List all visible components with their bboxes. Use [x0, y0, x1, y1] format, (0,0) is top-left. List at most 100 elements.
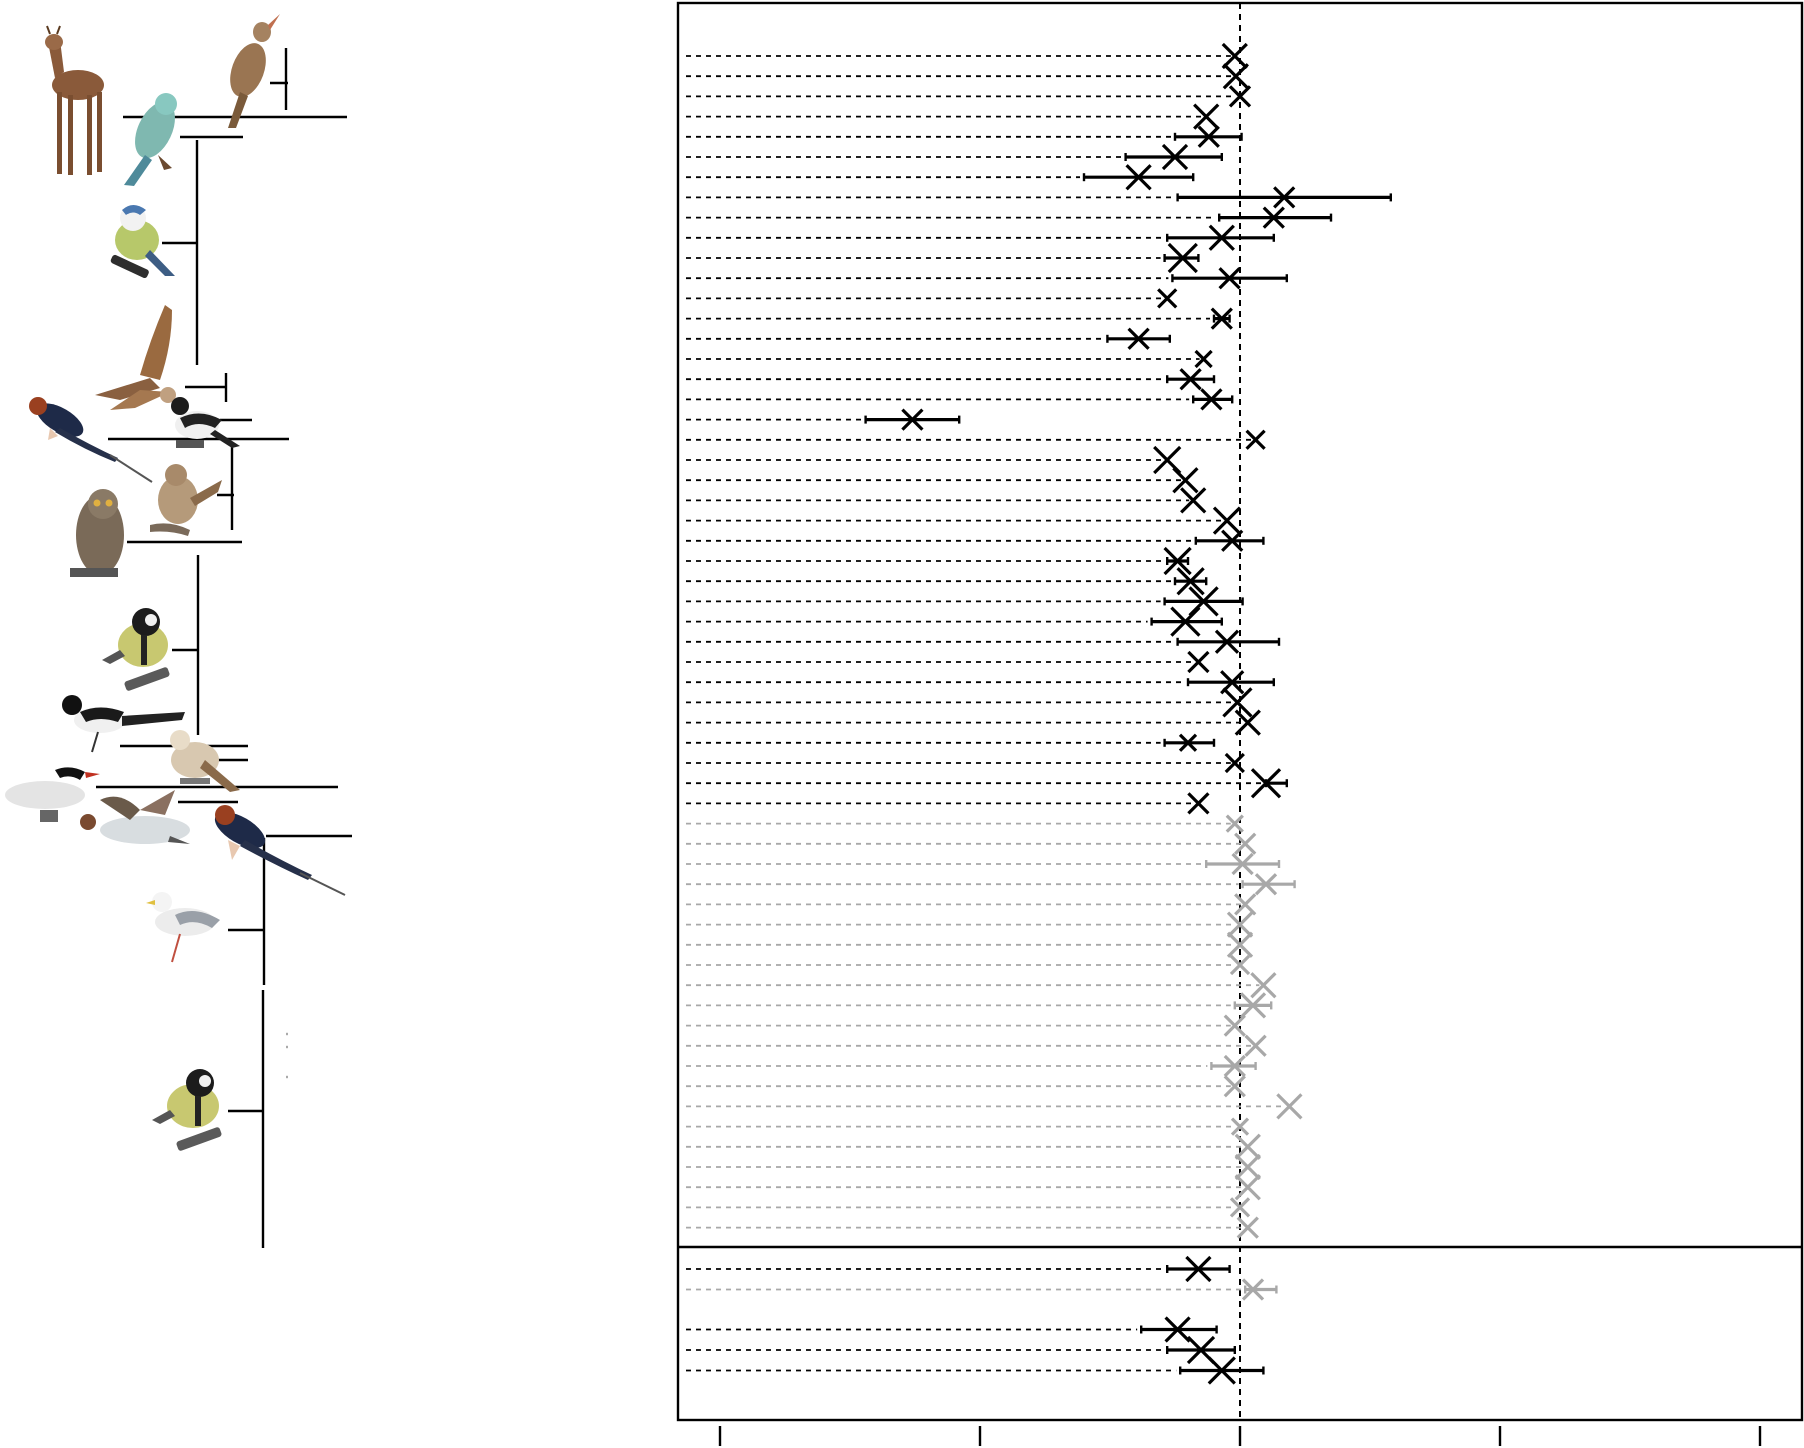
- forest-row: [686, 288, 1178, 309]
- estimate-marker: [1167, 242, 1198, 274]
- snow-bunting-icon: [170, 730, 240, 792]
- estimate-marker: [1234, 1174, 1261, 1201]
- forest-row: [686, 972, 1277, 999]
- barn-swallow-icon: [29, 397, 153, 483]
- estimate-marker: [1157, 288, 1178, 309]
- forest-row: [686, 670, 1276, 695]
- phylogeny-tree: [96, 48, 352, 1248]
- forest-row: [686, 546, 1192, 576]
- song-sparrow-icon: [150, 464, 222, 536]
- forest-row: [686, 408, 961, 431]
- forest-row: [686, 1153, 1261, 1181]
- estimate-marker: [1223, 1014, 1246, 1037]
- forest-row: [686, 388, 1234, 411]
- estimate-marker: [1224, 752, 1245, 774]
- estimate-marker: [1185, 1255, 1212, 1283]
- arctic-tern-icon: [5, 767, 100, 822]
- forest-row: [686, 814, 1244, 833]
- estimate-marker: [1194, 349, 1213, 369]
- estimate-marker: [1214, 629, 1240, 654]
- estimate-marker: [1222, 63, 1249, 90]
- estimate-marker: [1208, 224, 1235, 251]
- forest-row: [686, 567, 1208, 596]
- forest-row: [686, 1075, 1246, 1098]
- estimate-marker: [1193, 103, 1220, 130]
- estimate-marker: [1172, 467, 1199, 494]
- great-tit-icon: [102, 608, 170, 691]
- forest-row: [686, 529, 1265, 552]
- estimate-marker: [1223, 1054, 1246, 1078]
- forest-row: [686, 42, 1248, 70]
- magpie-icon: [62, 695, 185, 753]
- forest-row: [686, 143, 1224, 171]
- forest-row: [686, 893, 1257, 916]
- estimate-marker: [1222, 687, 1253, 718]
- estimate-marker: [1210, 307, 1233, 330]
- estimate-marker: [1231, 852, 1254, 876]
- gull-icon: [146, 892, 220, 963]
- estimate-marker: [1234, 1153, 1261, 1181]
- forest-row: [686, 792, 1210, 815]
- estimate-marker: [1163, 546, 1192, 576]
- estimate-marker: [1250, 972, 1277, 999]
- forest-row: [686, 1197, 1251, 1218]
- forest-row: [686, 267, 1289, 290]
- forest-row: [686, 586, 1244, 617]
- merganser-icon: [80, 790, 190, 844]
- blue-tit-icon: [110, 205, 175, 278]
- forest-row: [686, 506, 1242, 535]
- estimate-marker: [1229, 954, 1251, 976]
- forest-row: [686, 1278, 1278, 1301]
- forest-row: [686, 206, 1333, 229]
- forest-row: [686, 467, 1199, 494]
- forest-row: [686, 186, 1393, 209]
- forest-row: [686, 368, 1216, 391]
- estimate-marker: [1178, 733, 1198, 752]
- estimate-marker: [1226, 911, 1254, 938]
- estimate-marker: [1239, 992, 1267, 1019]
- estimate-marker: [1245, 429, 1266, 450]
- estimate-marker: [1221, 529, 1244, 552]
- forest-row: [686, 1316, 1218, 1343]
- forest-row: [686, 63, 1249, 90]
- estimate-marker: [1244, 1034, 1267, 1057]
- forest-row: [686, 911, 1254, 938]
- forest-row: [686, 954, 1251, 976]
- estimate-marker: [1187, 650, 1210, 674]
- estimate-marker: [1187, 792, 1210, 815]
- estimate-marker: [1229, 1197, 1251, 1218]
- forest-row: [686, 1014, 1246, 1037]
- forest-row: [686, 873, 1296, 896]
- estimate-marker: [1176, 567, 1205, 596]
- forest-row: [686, 606, 1224, 637]
- european-roller-icon: [124, 93, 177, 186]
- estimate-marker: [1179, 368, 1202, 391]
- estimate-marker: [1180, 487, 1207, 514]
- estimate-marker: [1170, 606, 1201, 637]
- estimate-marker: [1127, 327, 1150, 350]
- forest-row: [686, 429, 1266, 450]
- estimate-marker: [1200, 388, 1223, 411]
- roe-deer-icon: [45, 25, 104, 175]
- estimate-marker: [1273, 186, 1296, 209]
- forest-row: [686, 832, 1257, 855]
- estimate-marker: [1226, 931, 1254, 958]
- estimate-marker: [1241, 1278, 1265, 1301]
- estimate-marker: [1125, 164, 1152, 191]
- estimate-marker: [1234, 832, 1257, 855]
- species-images: [5, 14, 346, 1151]
- estimate-marker: [901, 408, 924, 431]
- forest-row: [686, 687, 1253, 718]
- forest-row: [686, 852, 1281, 876]
- barn-swallow-icon: [214, 805, 346, 896]
- forest-row: [686, 629, 1281, 654]
- estimate-marker: [1236, 1216, 1259, 1239]
- estimate-marker: [1234, 709, 1261, 736]
- forest-row: [686, 1117, 1250, 1136]
- forest-row: [686, 733, 1216, 752]
- estimate-marker: [1234, 893, 1257, 916]
- forest-row: [686, 327, 1172, 350]
- forest-row: [686, 931, 1254, 958]
- estimate-marker: [1262, 206, 1285, 229]
- forest-row: [686, 164, 1195, 191]
